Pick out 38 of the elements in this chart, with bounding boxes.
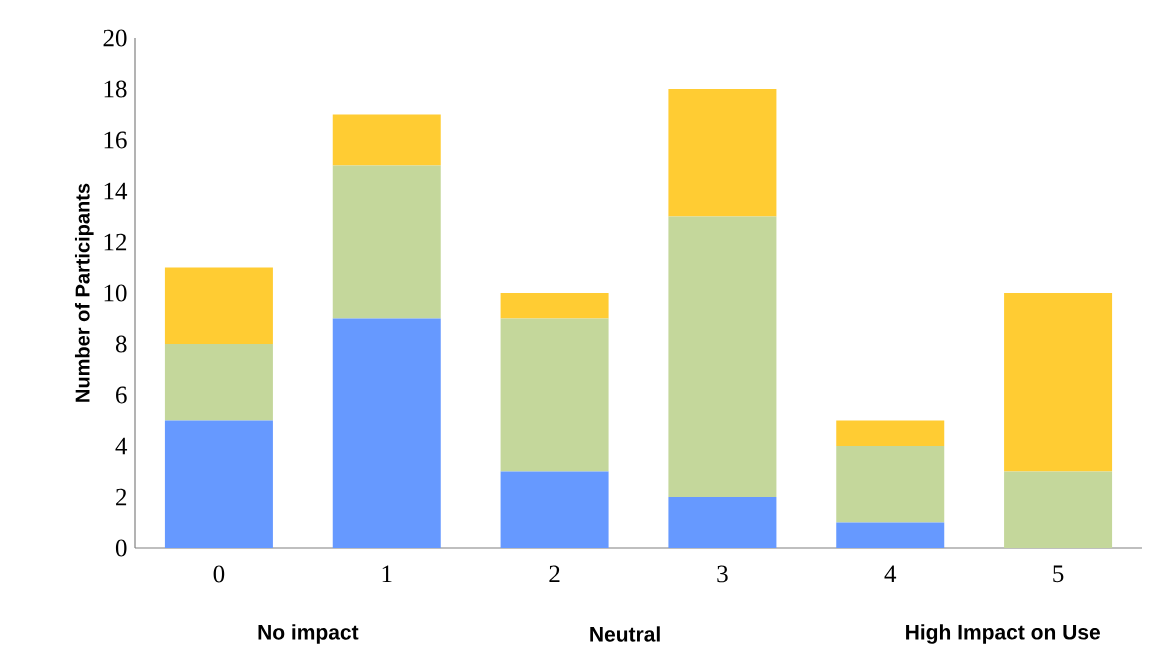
y-tick-label: 2 xyxy=(116,488,127,506)
y-tick-label: 4 xyxy=(115,437,128,455)
y-tick-label: 8 xyxy=(115,335,127,353)
y-tick-label: 10 xyxy=(104,284,127,302)
bar xyxy=(836,420,945,446)
bar xyxy=(500,318,609,472)
bar xyxy=(164,420,273,548)
x-tick-label: 3 xyxy=(717,565,728,583)
x-tick-label: 4 xyxy=(884,565,897,582)
y-tick-label: 0 xyxy=(115,539,127,557)
text: Neutral xyxy=(590,626,660,642)
bar xyxy=(332,114,441,166)
y-tick-label: 14 xyxy=(104,182,128,200)
x-tick-label: 1 xyxy=(382,565,392,583)
text: High Impact on Use xyxy=(906,624,1100,644)
y-tick-label: 12 xyxy=(104,233,127,251)
bar xyxy=(668,89,777,217)
bar xyxy=(1004,293,1113,472)
bar xyxy=(500,471,609,548)
bar xyxy=(164,267,273,344)
x-tick-label: 2 xyxy=(549,565,560,583)
x-tick-label: 0 xyxy=(213,565,225,583)
bar xyxy=(836,522,945,548)
y-axis-title: Number of Participants xyxy=(74,183,94,402)
y-tick-label: 16 xyxy=(104,131,127,149)
bar xyxy=(668,216,777,497)
bar xyxy=(164,344,273,421)
y-tick-label: 20 xyxy=(103,29,127,47)
bar xyxy=(1004,471,1113,548)
bar xyxy=(332,165,441,319)
bar xyxy=(836,446,945,523)
bar xyxy=(332,318,441,548)
y-tick-label: 6 xyxy=(116,386,127,404)
text: No impact xyxy=(258,624,359,644)
y-tick-label: 18 xyxy=(104,80,127,98)
bar xyxy=(500,293,609,319)
bar xyxy=(668,497,777,548)
x-tick-label: 5 xyxy=(1053,565,1064,583)
